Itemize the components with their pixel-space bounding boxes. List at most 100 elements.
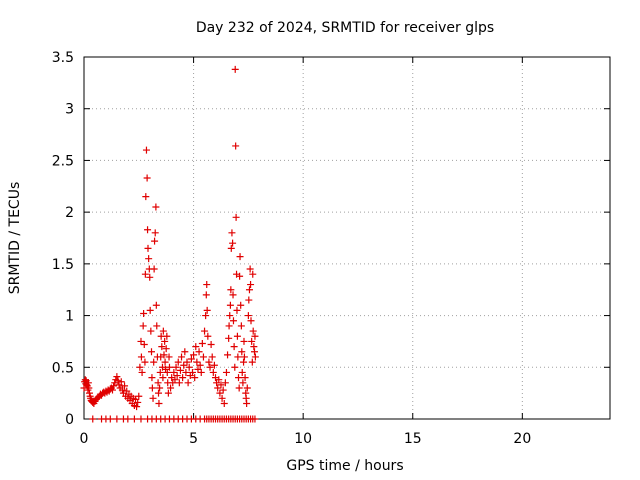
x-tick-label: 10 bbox=[294, 431, 312, 447]
data-point bbox=[249, 327, 257, 335]
data-point bbox=[138, 368, 146, 376]
data-point bbox=[218, 394, 226, 402]
data-point bbox=[141, 358, 149, 366]
data-point bbox=[144, 226, 152, 234]
data-point bbox=[151, 229, 159, 237]
data-point bbox=[244, 312, 252, 320]
data-point bbox=[233, 332, 241, 340]
data-point bbox=[205, 358, 213, 366]
grid-lines bbox=[84, 57, 610, 419]
data-point bbox=[180, 361, 188, 369]
data-point bbox=[113, 415, 121, 423]
data-point bbox=[195, 348, 203, 356]
y-tick-label: 1 bbox=[65, 309, 74, 325]
tick-labels: 0 0.5 1 1.5 2 2.5 3 3.5 0 5 10 15 20 bbox=[52, 50, 532, 447]
data-point bbox=[113, 373, 121, 381]
data-point bbox=[245, 286, 253, 294]
data-point bbox=[118, 386, 126, 394]
data-point bbox=[124, 415, 132, 423]
data-point bbox=[225, 334, 233, 342]
data-point bbox=[236, 253, 244, 261]
data-point bbox=[148, 348, 156, 356]
data-point bbox=[229, 291, 237, 299]
data-point bbox=[207, 341, 215, 349]
data-point bbox=[89, 415, 97, 423]
data-point bbox=[194, 365, 202, 373]
data-point bbox=[158, 343, 166, 351]
data-point bbox=[251, 332, 259, 340]
data-point bbox=[162, 345, 170, 353]
chart-title: Day 232 of 2024, SRMTID for receiver glp… bbox=[196, 20, 494, 36]
data-point bbox=[140, 341, 148, 349]
y-tick-label: 0 bbox=[65, 412, 74, 428]
data-point bbox=[153, 322, 161, 330]
data-point bbox=[136, 363, 144, 371]
data-point bbox=[240, 337, 248, 345]
data-point bbox=[155, 389, 163, 397]
data-point bbox=[133, 403, 141, 411]
data-point bbox=[199, 353, 207, 361]
data-point bbox=[229, 239, 237, 247]
data-point bbox=[178, 353, 186, 361]
data-point bbox=[176, 366, 184, 374]
data-point bbox=[171, 376, 179, 384]
data-point bbox=[190, 351, 198, 359]
data-point bbox=[235, 374, 243, 382]
data-point bbox=[137, 337, 145, 345]
data-point bbox=[130, 415, 138, 423]
data-point bbox=[155, 399, 163, 407]
data-point bbox=[161, 337, 169, 345]
data-point bbox=[239, 379, 247, 387]
data-point bbox=[154, 379, 162, 387]
data-point bbox=[221, 379, 229, 387]
data-point bbox=[196, 361, 204, 369]
data-point bbox=[210, 361, 218, 369]
data-point bbox=[226, 312, 234, 320]
data-point bbox=[188, 368, 196, 376]
data-point bbox=[227, 286, 235, 294]
data-point bbox=[121, 382, 129, 390]
data-point bbox=[237, 301, 245, 309]
y-tick-label: 0.5 bbox=[52, 360, 74, 376]
data-point bbox=[224, 351, 232, 359]
data-point bbox=[220, 399, 228, 407]
data-point bbox=[160, 351, 168, 359]
data-point bbox=[216, 389, 224, 397]
data-point bbox=[219, 386, 227, 394]
data-point bbox=[236, 272, 244, 280]
plot-frame bbox=[83, 56, 611, 420]
data-point bbox=[241, 374, 249, 382]
data-point bbox=[172, 363, 180, 371]
y-axis-label: SRMTID / TECUs bbox=[7, 182, 23, 295]
data-point bbox=[139, 322, 147, 330]
data-point bbox=[183, 358, 191, 366]
data-point bbox=[144, 244, 152, 252]
data-point bbox=[214, 384, 222, 392]
data-point bbox=[114, 377, 122, 385]
data-point bbox=[165, 353, 173, 361]
data-point bbox=[229, 317, 237, 325]
data-point bbox=[228, 229, 236, 237]
data-point bbox=[85, 389, 93, 397]
data-point bbox=[184, 379, 192, 387]
data-point bbox=[163, 368, 171, 376]
data-point bbox=[246, 265, 254, 273]
data-point bbox=[249, 270, 257, 278]
data-point bbox=[250, 343, 258, 351]
data-point bbox=[226, 301, 234, 309]
data-point bbox=[149, 394, 157, 402]
data-point bbox=[240, 353, 248, 361]
data-point bbox=[159, 374, 167, 382]
data-point bbox=[145, 255, 153, 263]
data-point bbox=[201, 327, 209, 335]
x-tick-label: 5 bbox=[189, 431, 198, 447]
data-point bbox=[147, 327, 155, 335]
data-point bbox=[251, 415, 259, 423]
data-point bbox=[243, 399, 251, 407]
data-point bbox=[134, 398, 142, 406]
data-point bbox=[231, 363, 239, 371]
data-point bbox=[181, 348, 189, 356]
data-point bbox=[173, 372, 181, 380]
data-point bbox=[191, 374, 199, 382]
data-point bbox=[150, 358, 158, 366]
